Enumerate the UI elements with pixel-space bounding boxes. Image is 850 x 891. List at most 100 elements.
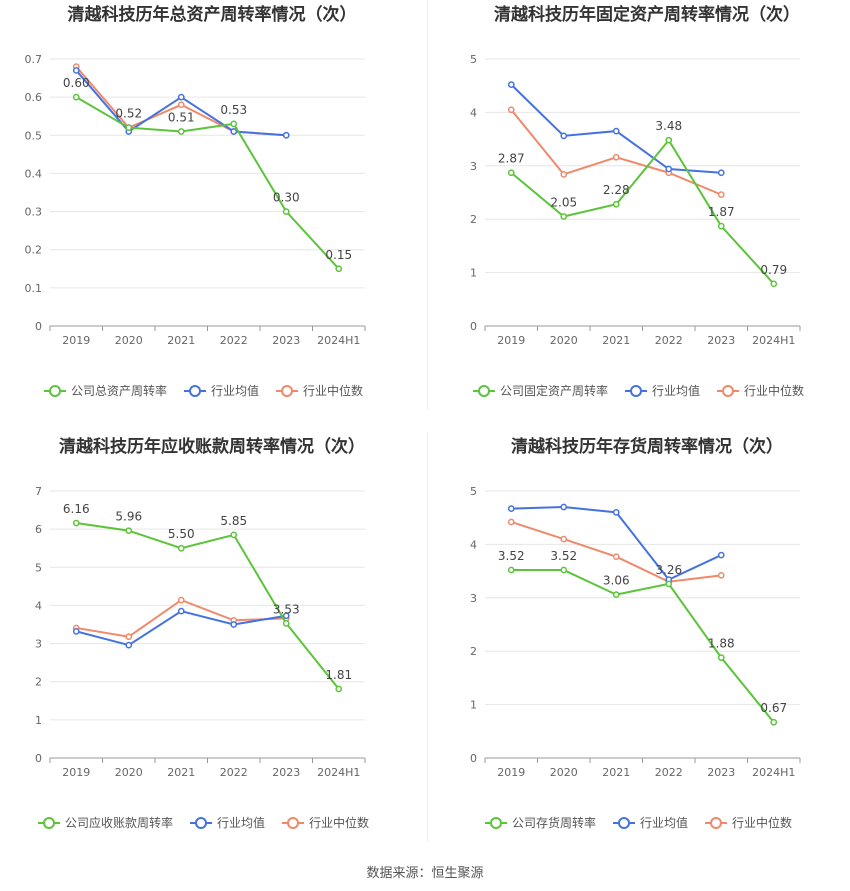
legend-label: 行业中位数 bbox=[309, 815, 369, 830]
y-tick-label: 0.1 bbox=[25, 282, 43, 295]
data-point bbox=[612, 553, 620, 561]
legend-item[interactable]: 行业均值 bbox=[625, 383, 700, 398]
data-label: 5.50 bbox=[168, 527, 195, 541]
data-label: 1.81 bbox=[325, 668, 352, 682]
legend-label: 行业中位数 bbox=[303, 383, 363, 398]
legend-swatch-marker bbox=[287, 817, 299, 829]
data-label: 5.96 bbox=[115, 510, 142, 524]
data-point bbox=[177, 93, 185, 101]
x-tick-label: 2023 bbox=[272, 766, 300, 779]
y-tick-label: 2 bbox=[35, 676, 42, 689]
data-point bbox=[612, 127, 620, 135]
x-tick-label: 2019 bbox=[497, 334, 525, 347]
legend-item[interactable]: 公司应收账款周转率 bbox=[38, 815, 173, 830]
y-tick-label: 0 bbox=[470, 752, 477, 765]
chart-title: 清越科技历年应收账款周转率情况（次） bbox=[59, 436, 365, 457]
y-tick-label: 0.4 bbox=[25, 167, 43, 180]
data-point bbox=[230, 621, 238, 628]
x-tick-label: 2020 bbox=[115, 334, 143, 347]
legend-item[interactable]: 行业中位数 bbox=[276, 383, 363, 398]
chart-svg: 清越科技历年固定资产周转率情况（次） 0 1 2 3 4 5 2019 2020 2021 2022… bbox=[470, 4, 804, 398]
data-point bbox=[177, 544, 185, 552]
legend-item[interactable]: 公司存货周转率 bbox=[485, 815, 596, 830]
legend-label: 行业均值 bbox=[211, 383, 259, 398]
legend-item[interactable]: 行业均值 bbox=[184, 383, 259, 398]
series-line bbox=[76, 522, 340, 690]
chart-svg: 清越科技历年存货周转率情况（次） 0 1 2 3 4 5 2019 2020 2021 2022 20… bbox=[470, 436, 801, 830]
x-tick-label: 2022 bbox=[220, 334, 248, 347]
data-point bbox=[770, 718, 778, 726]
y-tick-label: 1 bbox=[470, 699, 477, 712]
data-label: 6.16 bbox=[63, 502, 90, 516]
y-tick-label: 4 bbox=[470, 106, 477, 119]
data-point bbox=[717, 222, 725, 230]
y-tick-label: 3 bbox=[470, 592, 477, 605]
data-label: 3.52 bbox=[498, 549, 525, 563]
legend-swatch-marker bbox=[189, 385, 201, 397]
x-tick-label: 2019 bbox=[497, 766, 525, 779]
legend-item[interactable]: 行业中位数 bbox=[717, 383, 804, 398]
data-label: 0.30 bbox=[273, 191, 300, 205]
vertical-divider-top bbox=[427, 0, 428, 410]
data-point bbox=[560, 503, 568, 511]
x-tick-label: 2023 bbox=[707, 334, 735, 347]
series-line bbox=[511, 506, 722, 581]
chart-title: 清越科技历年总资产周转率情况（次） bbox=[68, 4, 357, 25]
series-line bbox=[75, 65, 287, 137]
data-label: 0.51 bbox=[168, 110, 195, 124]
legend-item[interactable]: 公司总资产周转率 bbox=[44, 383, 167, 398]
y-tick-label: 0.2 bbox=[25, 244, 43, 257]
y-tick-label: 2 bbox=[470, 645, 477, 658]
legend-item[interactable]: 行业均值 bbox=[190, 815, 265, 830]
y-tick-label: 0.7 bbox=[25, 53, 43, 66]
data-point bbox=[125, 633, 133, 641]
x-tick-label: 2022 bbox=[655, 334, 683, 347]
data-label: 3.48 bbox=[655, 119, 682, 133]
y-tick-label: 7 bbox=[35, 485, 42, 498]
x-tick-label: 2024H1 bbox=[317, 334, 360, 347]
y-tick-label: 0 bbox=[35, 752, 42, 765]
data-point bbox=[560, 170, 568, 178]
data-point bbox=[177, 128, 185, 135]
data-point bbox=[717, 654, 725, 661]
y-tick-label: 1 bbox=[35, 714, 42, 727]
data-point bbox=[282, 620, 290, 627]
legend-swatch-marker bbox=[630, 385, 642, 397]
data-label: 0.52 bbox=[115, 107, 142, 121]
y-tick-label: 2 bbox=[470, 213, 477, 226]
y-tick-label: 5 bbox=[35, 561, 42, 574]
data-point bbox=[717, 572, 725, 579]
x-tick-label: 2023 bbox=[272, 334, 300, 347]
data-point bbox=[125, 124, 133, 132]
legend-item[interactable]: 行业中位数 bbox=[705, 815, 792, 830]
data-point bbox=[72, 67, 80, 74]
chart-svg: 清越科技历年总资产周转率情况（次） 0 0.1 0.2 0.3 0.4 0.5 0.6 0.7 2… bbox=[25, 4, 366, 398]
legend-item[interactable]: 行业中位数 bbox=[282, 815, 369, 830]
x-tick-label: 2024H1 bbox=[752, 766, 795, 779]
x-tick-label: 2019 bbox=[62, 766, 90, 779]
data-point bbox=[177, 101, 185, 109]
data-point bbox=[72, 628, 80, 635]
legend-item[interactable]: 公司固定资产周转率 bbox=[473, 383, 608, 398]
legend-label: 公司总资产周转率 bbox=[71, 383, 167, 398]
legend-label: 公司应收账款周转率 bbox=[65, 815, 173, 830]
x-tick-label: 2021 bbox=[602, 766, 630, 779]
x-tick-label: 2024H1 bbox=[752, 334, 795, 347]
data-point bbox=[665, 136, 673, 144]
x-tick-label: 2021 bbox=[167, 334, 195, 347]
data-point bbox=[560, 132, 568, 140]
data-point bbox=[717, 551, 725, 559]
data-label: 0.53 bbox=[220, 103, 247, 117]
data-label: 3.52 bbox=[550, 549, 577, 563]
series-line bbox=[510, 138, 775, 285]
legend-label: 行业均值 bbox=[217, 815, 265, 830]
legend-item[interactable]: 行业均值 bbox=[613, 815, 688, 830]
legend-swatch-marker bbox=[43, 817, 55, 829]
y-tick-label: 6 bbox=[35, 523, 42, 536]
legend-swatch-marker bbox=[49, 385, 61, 397]
y-tick-label: 5 bbox=[470, 485, 477, 498]
x-tick-label: 2023 bbox=[707, 766, 735, 779]
data-label: 3.06 bbox=[603, 574, 630, 588]
data-point bbox=[612, 509, 620, 516]
data-point bbox=[125, 527, 133, 535]
